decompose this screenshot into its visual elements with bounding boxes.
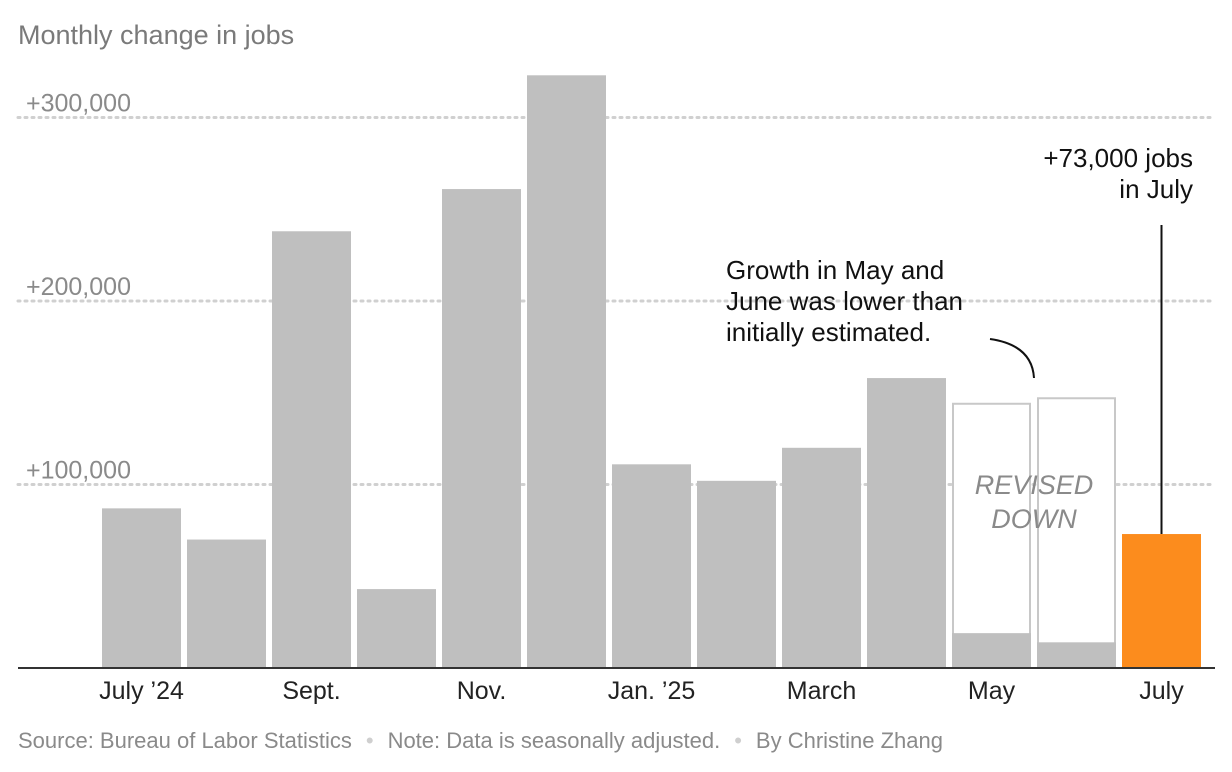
x-tick-label: Nov.	[457, 677, 507, 705]
revision-note: Growth in May and	[726, 255, 944, 285]
bar	[1037, 642, 1116, 668]
revised-label: DOWN	[991, 504, 1077, 534]
bar	[952, 633, 1031, 668]
data-note: Note: Data is seasonally adjusted.	[387, 728, 721, 753]
bar	[782, 447, 861, 668]
july-callout: +73,000 jobs	[1043, 143, 1193, 173]
x-axis: July ’24 Sept. Nov. Jan. ’25 March May July	[18, 667, 1215, 705]
footer-separator: •	[734, 728, 742, 753]
y-tick-label: +200,000	[26, 273, 131, 301]
footer-separator: •	[365, 728, 374, 753]
revision-note-leader	[989, 338, 1035, 379]
revised-label: REVISED	[975, 470, 1094, 500]
bar	[527, 75, 606, 669]
x-tick-label: May	[968, 677, 1016, 705]
bar	[357, 589, 436, 668]
revision-note: June was lower than	[726, 286, 963, 316]
bar	[102, 508, 181, 668]
bar	[272, 231, 351, 668]
bars	[102, 75, 1201, 669]
source-note: Source: Bureau of Labor Statistics	[18, 728, 352, 753]
chart-title: Monthly change in jobs	[18, 20, 295, 50]
x-tick-label: Jan. ’25	[608, 677, 696, 705]
y-tick-label: +100,000	[26, 457, 131, 485]
july-callout: in July	[1119, 174, 1193, 204]
y-tick-label: +300,000	[26, 90, 131, 118]
chart-footer: Source: Bureau of Labor Statistics • Note:…	[18, 728, 943, 754]
bar	[612, 464, 691, 668]
x-tick-label: July ’24	[99, 677, 184, 705]
bar	[1122, 534, 1201, 668]
bar	[442, 189, 521, 668]
byline: By Christine Zhang	[755, 728, 943, 753]
x-tick-label: July	[1139, 677, 1184, 705]
initial-estimate-outline	[952, 402, 1031, 669]
bar	[187, 539, 266, 668]
gridlines: +100,000 +200,000 +300,000	[16, 90, 1217, 486]
bar	[697, 480, 776, 668]
revision-note: initially estimated.	[726, 317, 931, 347]
bar	[867, 378, 946, 668]
x-tick-label: March	[787, 677, 856, 705]
x-tick-label: Sept.	[282, 677, 340, 705]
